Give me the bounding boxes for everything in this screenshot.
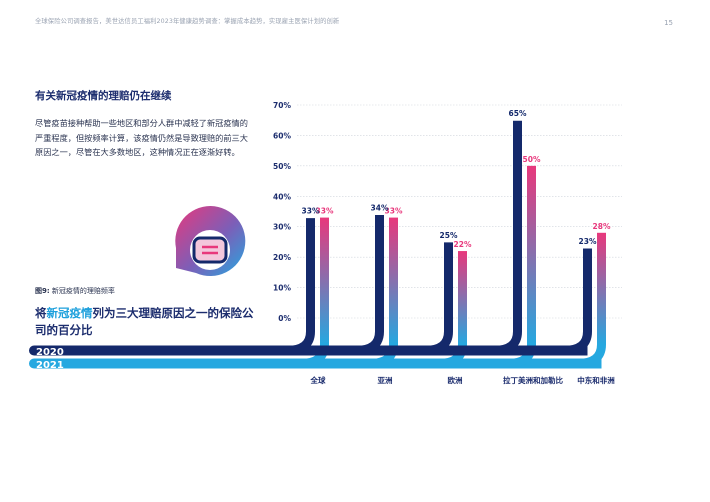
headline-pre: 将	[35, 306, 47, 320]
bar-fill-2021-欧洲	[458, 251, 467, 345]
bar-fill-2021-亚洲	[389, 217, 398, 345]
y-tick-label: 30%	[273, 223, 291, 232]
data-label-2021: 28%	[593, 222, 611, 231]
y-tick-label: 50%	[273, 162, 291, 171]
bar-2021-全球	[300, 218, 329, 368]
bars: 33% 33%22%50%28%33% 34%25%65%23%	[29, 109, 611, 369]
y-tick-label: 20%	[273, 253, 291, 262]
data-label-2020: 65%	[509, 109, 527, 118]
data-label-2021: 50%	[523, 155, 541, 164]
y-tick-label: 10%	[273, 284, 291, 293]
y-tick-label: 70%	[273, 101, 291, 110]
bar-2021-中东和非洲	[577, 233, 606, 368]
ribbon-cap-2021	[29, 358, 39, 369]
bar-2021-拉丁美洲和加勒比	[507, 166, 536, 368]
data-label-2020: 25%	[440, 231, 458, 240]
bar-fill-2021-拉丁美洲和加勒比	[527, 165, 536, 345]
bar-2021-欧洲	[438, 251, 467, 368]
section-title: 有关新冠疫情的理赔仍在继续	[35, 90, 172, 102]
y-tick-label: 40%	[273, 192, 291, 201]
virus-mask-icon	[175, 206, 246, 277]
x-tick-label: 拉丁美洲和加勒比	[503, 375, 563, 385]
data-label-2020: 23%	[579, 237, 597, 246]
y-tick-label: 60%	[273, 131, 291, 140]
data-label-2021: 33%	[385, 207, 403, 216]
figure-label: 图9: 新冠疫情的理赔频率	[35, 286, 115, 296]
y-tick-label: 0%	[278, 314, 291, 323]
legend-2021: 2021	[36, 360, 64, 371]
y-axis-labels: 0% 10% 20% 30% 40% 50% 60% 70%	[273, 101, 291, 323]
data-label-2020: 33%	[302, 207, 320, 216]
x-tick-label: 中东和非洲	[577, 375, 615, 385]
section-body: 尽管疫苗接种帮助一些地区和部分人群中减轻了新冠疫情的严重程度，但按频率计算，该疫…	[35, 118, 248, 158]
bar-2020-亚洲	[355, 215, 384, 355]
document-header: 全球保险公司调查报告，美世达信员工福利2023年健康趋势调查：掌握成本趋势，实现…	[35, 18, 340, 25]
data-label-2021: 22%	[454, 240, 472, 249]
x-axis-labels: 全球 亚洲 欧洲 拉丁美洲和加勒比 中东和非洲	[310, 375, 616, 385]
bar-2021-亚洲	[369, 218, 398, 368]
ribbon-cap-2020	[29, 345, 39, 356]
data-label-2020: 34%	[371, 204, 389, 213]
figure-label-prefix: 图9:	[35, 287, 50, 295]
bar-2020-拉丁美洲和加勒比	[493, 120, 522, 355]
legend-2020: 2020	[36, 347, 64, 358]
x-tick-label: 全球	[310, 375, 326, 385]
bar-2020-中东和非洲	[563, 248, 592, 355]
bar-2020-全球	[286, 218, 315, 355]
bar-fill-2021-全球	[320, 217, 329, 345]
data-label-2021: 33%	[316, 207, 334, 216]
bar-2020-欧洲	[424, 242, 453, 355]
page-number: 15	[664, 19, 673, 27]
headline-highlight: 新冠疫情	[46, 306, 93, 320]
headline-post: 列为三大理赔原因之一的保险公司的百分比	[35, 306, 254, 337]
x-tick-label: 亚洲	[378, 376, 393, 385]
figure-headline: 将新冠疫情列为三大理赔原因之一的保险公司的百分比	[35, 305, 255, 338]
bar-fill-2021-中东和非洲	[597, 232, 606, 345]
x-tick-label: 欧洲	[448, 375, 463, 385]
figure-label-text: 新冠疫情的理赔频率	[49, 287, 115, 295]
